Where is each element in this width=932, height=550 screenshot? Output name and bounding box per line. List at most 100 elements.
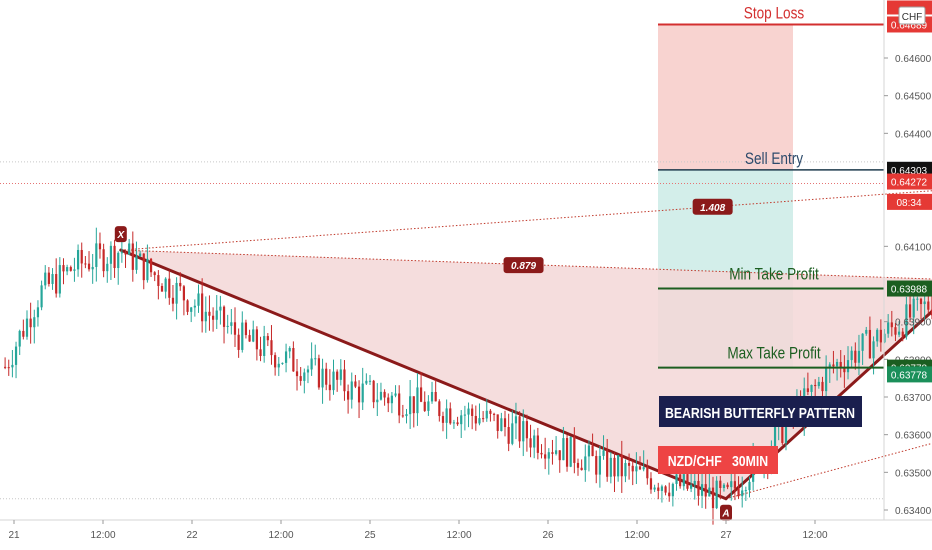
candle-body [58,265,61,294]
candle-body [620,454,623,477]
candle-body [671,483,674,497]
candle-body [525,421,529,439]
price-tick-label: 0.64100 [895,242,932,253]
candle-body [339,369,342,380]
candle-body [460,415,463,425]
price-tick-label: 0.64600 [895,54,932,65]
pivot-label-X: X [116,230,125,241]
price-badge-text-5: 0.64272 [891,178,928,189]
candle-body [201,293,204,322]
candle-body [496,414,499,431]
candle-body [7,367,10,369]
candle-body [861,333,864,351]
price-tick-label: 0.63700 [895,393,932,404]
candle-body [784,422,788,443]
candle-body [252,329,255,342]
candle-body [595,456,598,475]
candle-body [36,307,40,318]
candle-body [142,253,145,281]
ratio-badge [692,198,733,215]
candle-body [354,381,357,387]
candle-body [317,358,321,388]
candle-body [507,427,510,444]
candle-body [401,415,404,417]
candle-body [569,436,572,467]
candle-body [95,243,98,267]
candle-body [726,484,729,488]
candle-body [456,422,459,425]
currency-badge[interactable]: CHF [898,6,926,25]
candle-body [171,297,175,304]
candle-body [190,307,193,312]
candle-body [474,415,477,424]
candle-body [660,486,664,491]
price-tick-label: 0.63500 [895,468,932,479]
candle-body [814,384,817,387]
candle-body [372,380,375,403]
candle-body [690,484,693,489]
candle-body [419,387,423,402]
candle-body [514,416,518,424]
candle-body [471,408,474,416]
candle-body [682,474,685,487]
candle-body [835,361,839,367]
candle-body [146,258,149,281]
pivot-badge-X [114,226,127,243]
trade-levels: Stop Loss Sell Entry Min Take Profit Max Ta… [658,4,884,369]
candle-body [310,358,313,370]
candle-body [266,336,269,341]
candle-body [865,329,868,334]
candle-body [719,480,722,488]
stop-loss-label: Stop Loss [744,4,805,23]
candle-body [259,349,262,356]
candle-body [222,306,226,327]
price-tick-label: 0.63600 [895,431,932,442]
candle-body [124,252,127,255]
candle-body [277,363,280,368]
candle-body [609,457,612,477]
candle-body [306,369,310,373]
pivot-badge-A [720,504,732,521]
candle-body [627,463,631,466]
candle-body [562,438,565,461]
candle-body [321,368,324,388]
price-tick-label: 0.64500 [895,92,932,103]
candle-body [263,336,266,356]
candle-body [518,416,521,442]
candle-body [230,322,233,326]
pattern-pivot-labels: XABCD [114,226,732,521]
candle-body [872,341,875,359]
candle-body [657,487,660,491]
pattern-leg-XA [119,248,728,501]
candle-body [237,334,240,350]
candle-body [211,315,215,320]
time-tick-label: 26 [542,530,554,541]
max-tp-label: Max Take Profit [727,344,821,363]
candle-body [668,492,671,497]
candle-body [430,391,434,402]
candle-body [22,330,25,337]
time-tick-label: 12:00 [90,530,115,541]
candle-body [482,418,485,420]
candle-body [868,329,872,359]
candle-body [102,249,105,272]
ratio-value-XB: 0.879 [511,261,536,272]
candle-body [598,455,601,475]
candle-body [576,462,580,468]
candle-body [288,348,291,352]
candle-body [106,263,109,272]
price-badge-5 [887,173,932,190]
time-tick-label: 12:00 [446,530,471,541]
candle-body [708,487,711,497]
time-axis[interactable]: 21 12:00 22 12:00 25 12:00 26 12:00 27 12:00 [0,519,932,541]
candle-body [511,423,514,444]
candle-body [679,474,682,487]
price-tick-label: 0.64400 [895,129,932,140]
candle-body [883,333,886,343]
candle-body [139,253,142,257]
candle-body [284,351,288,363]
candle-body [832,364,835,367]
candle-body [452,422,456,424]
candle-body [617,454,620,477]
